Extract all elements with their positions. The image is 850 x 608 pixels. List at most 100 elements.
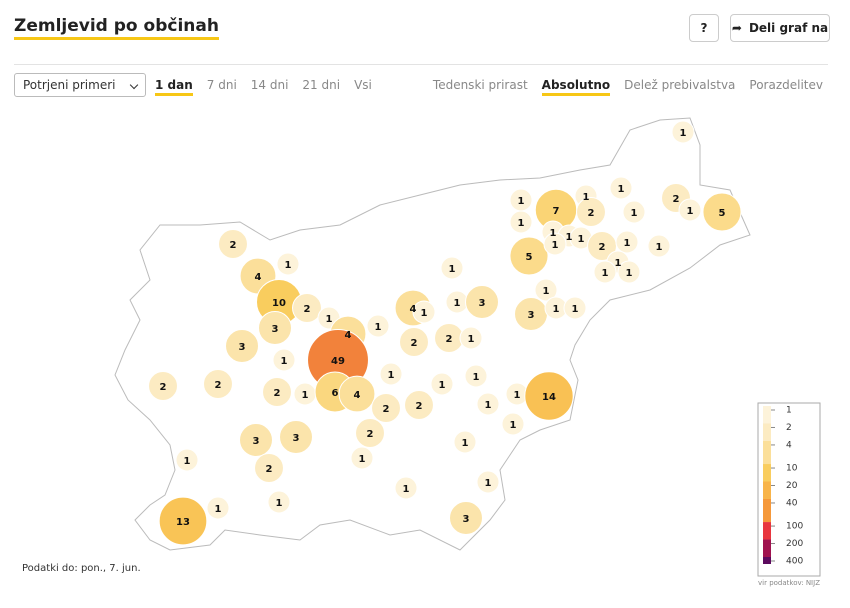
mode-tab[interactable]: Porazdelitev [749, 78, 823, 92]
value-label: 1 [626, 268, 633, 279]
municipality[interactable] [476, 392, 500, 416]
share-button[interactable]: ➦ Deli graf na [730, 14, 830, 42]
legend-swatch [763, 440, 771, 465]
municipality[interactable] [379, 362, 403, 386]
municipality[interactable] [509, 210, 533, 234]
municipality[interactable] [524, 371, 574, 421]
municipality[interactable] [292, 293, 322, 323]
legend-swatch [763, 557, 771, 564]
legend-label: 1 [786, 406, 792, 416]
legend-label: 400 [786, 557, 803, 567]
value-label: 5 [719, 208, 726, 219]
value-label: 1 [615, 258, 622, 269]
value-label: 1 [462, 438, 469, 449]
value-label: 1 [656, 242, 663, 253]
municipality[interactable] [622, 200, 646, 224]
municipality[interactable] [258, 311, 292, 345]
value-label: 1 [276, 498, 283, 509]
municipality[interactable] [453, 430, 477, 454]
municipality[interactable] [543, 232, 567, 256]
value-label: 4 [410, 304, 417, 315]
municipality[interactable] [148, 371, 178, 401]
municipality[interactable] [276, 252, 300, 276]
municipality[interactable] [225, 329, 259, 363]
period-tab[interactable]: 14 dni [250, 78, 289, 92]
municipality[interactable] [459, 326, 483, 350]
municipality[interactable] [702, 192, 742, 232]
municipality[interactable] [272, 348, 296, 372]
municipality[interactable] [430, 372, 454, 396]
municipality[interactable] [175, 448, 199, 472]
municipality[interactable] [412, 300, 436, 324]
mode-tab[interactable]: Tedenski prirast [432, 78, 528, 92]
value-label: 1 [550, 228, 557, 239]
municipality[interactable] [501, 412, 525, 436]
value-label: 1 [552, 240, 559, 251]
mode-tab[interactable]: Absolutno [541, 78, 611, 96]
value-label: 1 [302, 390, 309, 401]
municipality[interactable] [404, 390, 434, 420]
municipality[interactable] [279, 420, 313, 454]
help-button[interactable]: ? [689, 14, 719, 42]
value-label: 2 [304, 304, 311, 315]
municipality[interactable] [394, 476, 418, 500]
value-label: 1 [514, 390, 521, 401]
municipality[interactable] [509, 236, 549, 276]
municipality[interactable] [449, 501, 483, 535]
municipality[interactable] [267, 490, 291, 514]
period-tab[interactable]: 1 dan [155, 78, 193, 96]
municipality[interactable] [617, 260, 641, 284]
legend-swatch [763, 464, 771, 482]
value-label: 49 [331, 356, 345, 367]
municipality[interactable] [534, 278, 558, 302]
municipality[interactable] [203, 369, 233, 399]
municipality[interactable] [476, 470, 500, 494]
municipality[interactable] [615, 230, 639, 254]
value-label: 2 [215, 380, 222, 391]
value-label: 3 [479, 298, 486, 309]
period-tab[interactable]: Vsi [354, 78, 372, 92]
value-label: 1 [583, 192, 590, 203]
value-label: 10 [272, 298, 286, 309]
municipality[interactable] [206, 496, 230, 520]
mode-tab[interactable]: Delež prebivalstva [624, 78, 736, 92]
municipality[interactable] [254, 453, 284, 483]
municipality[interactable] [218, 229, 248, 259]
footer-note: Podatki do: pon., 7. jun. [22, 563, 141, 574]
municipality[interactable] [465, 285, 499, 319]
municipality[interactable] [350, 446, 374, 470]
measure-select[interactable]: Potrjeni primeri [14, 73, 146, 97]
municipality[interactable] [576, 197, 606, 227]
value-label: 2 [673, 194, 680, 205]
value-label: 1 [618, 184, 625, 195]
municipality[interactable] [338, 375, 376, 413]
period-tab[interactable]: 7 dni [206, 78, 237, 92]
municipality[interactable] [371, 393, 401, 423]
municipality[interactable] [158, 496, 208, 546]
municipality[interactable] [593, 260, 617, 284]
municipality[interactable] [399, 327, 429, 357]
share-icon: ➦ [731, 21, 742, 35]
municipality[interactable] [355, 418, 385, 448]
value-label: 2 [383, 404, 390, 415]
municipality[interactable] [440, 256, 464, 280]
legend-label: 100 [786, 522, 803, 532]
municipality[interactable] [262, 377, 292, 407]
value-label: 1 [687, 206, 694, 217]
municipality[interactable] [609, 176, 633, 200]
municipality[interactable] [464, 364, 488, 388]
value-label: 4 [345, 330, 352, 341]
value-label: 1 [421, 308, 428, 319]
municipality[interactable] [239, 423, 273, 457]
period-tab[interactable]: 21 dni [302, 78, 341, 92]
municipality[interactable] [647, 234, 671, 258]
value-label: 3 [253, 436, 260, 447]
municipality[interactable] [678, 198, 702, 222]
municipality[interactable] [671, 120, 695, 144]
value-label: 1 [326, 314, 333, 325]
value-label: 3 [463, 514, 470, 525]
municipality[interactable] [563, 296, 587, 320]
municipality[interactable] [366, 314, 390, 338]
municipalities [148, 120, 742, 546]
